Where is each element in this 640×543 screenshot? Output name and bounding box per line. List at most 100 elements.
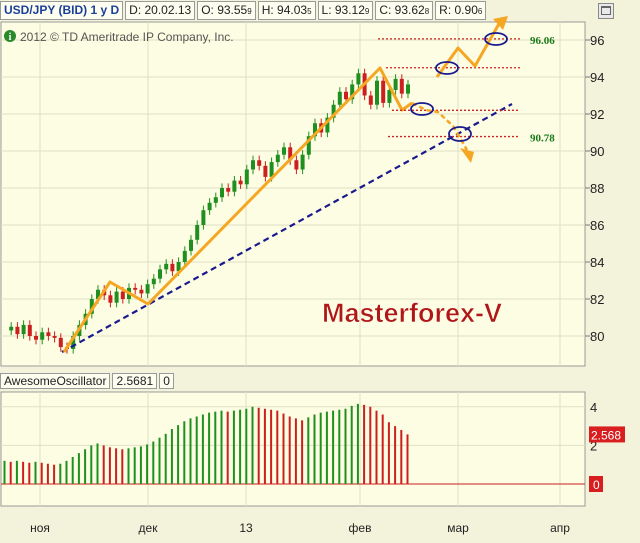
arrow-down-icon [460, 148, 474, 163]
x-tick-label: ноя [30, 521, 50, 535]
candle-body [226, 188, 231, 192]
candle-body [375, 80, 379, 105]
candle-body [27, 324, 32, 336]
candle-body [145, 284, 150, 294]
x-tick-label: апр [550, 521, 570, 535]
oscillator-value: 2.5681 [112, 373, 158, 389]
candle-body [263, 165, 268, 177]
y-tick-label: 94 [590, 70, 604, 85]
candle-body [294, 160, 299, 170]
candle-body [269, 162, 274, 177]
info-circle-icon [4, 30, 16, 42]
ellipse-marker [435, 61, 459, 75]
x-tick-label: мар [447, 521, 469, 535]
y-tick-label: 84 [590, 255, 604, 270]
candle-body [96, 289, 100, 299]
high-field: H: 94.035 [257, 1, 316, 20]
osc-tick-label: 4 [590, 400, 597, 415]
open-field: O: 93.559 [197, 1, 256, 20]
candle-body [170, 263, 175, 272]
candle-body [356, 73, 361, 85]
candle-body [108, 295, 113, 303]
y-tick-label: 96 [590, 33, 604, 48]
y-tick-label: 88 [590, 181, 604, 196]
candle-body [244, 169, 249, 185]
range-field: R: 0.906 [435, 1, 487, 20]
level-label: 90.78 [530, 133, 555, 145]
candle-body [232, 180, 237, 192]
osc-tick-label: 2 [590, 438, 597, 453]
candle-body [139, 289, 144, 294]
candle-body [288, 147, 293, 161]
candle-body [176, 262, 181, 272]
candle-body [89, 299, 94, 314]
candle-body [282, 147, 286, 155]
candle-body [251, 160, 255, 170]
candle-body [195, 225, 200, 240]
arrow-up-icon [493, 16, 508, 30]
candle-body [151, 278, 156, 285]
candle-body [158, 269, 162, 279]
candle-body [21, 324, 26, 335]
y-tick-label: 92 [590, 107, 604, 122]
watermark-text: Masterforex-V [322, 298, 502, 328]
candle-body [306, 136, 311, 155]
low-field: L: 93.129 [317, 1, 374, 20]
candle-body [300, 154, 305, 170]
quote-header: USD/JPY (BID) 1 y D D: 20.02.13 O: 93.55… [0, 1, 488, 20]
x-tick-label: 13 [239, 521, 253, 535]
candle-body [350, 84, 355, 100]
candle-body [213, 197, 218, 203]
candle-body [207, 202, 212, 211]
candle-body [164, 263, 169, 270]
oscillator-header: AwesomeOscillator 2.5681 0 [0, 373, 176, 389]
candle-body [399, 78, 404, 94]
candle-body [9, 326, 14, 331]
level-label: 96.06 [530, 35, 555, 47]
y-tick-label: 90 [590, 144, 604, 159]
candle-body [182, 250, 187, 262]
y-tick-label: 82 [590, 292, 604, 307]
candle-body [189, 239, 193, 251]
candle-body [368, 95, 373, 105]
symbol-label[interactable]: USD/JPY (BID) 1 y D [0, 1, 124, 20]
candle-body [15, 326, 20, 335]
candle-body [46, 332, 51, 336]
wave-path [62, 66, 413, 353]
x-tick-label: дек [139, 521, 159, 535]
oscillator-name[interactable]: AwesomeOscillator [0, 373, 111, 389]
candle-body [71, 336, 76, 349]
candle-body [220, 188, 224, 198]
candle-body [58, 337, 63, 348]
osc-last-label: 2.568 [591, 428, 621, 442]
osc-last-tag [589, 426, 625, 443]
candle-body [387, 89, 392, 103]
candle-body [257, 160, 262, 166]
candle-body [406, 84, 410, 94]
candle-body [120, 291, 125, 299]
candle-body [40, 332, 45, 340]
candle-body [52, 336, 57, 338]
candle-body [381, 80, 386, 103]
candle-body [393, 78, 398, 90]
candle-body [34, 336, 38, 340]
osc-zero-label: 0 [593, 478, 600, 492]
candle-body [344, 91, 348, 100]
candle-body [114, 291, 119, 303]
copyright-text: 2012 © TD Ameritrade IP Company, Inc. [20, 30, 234, 44]
candle-body [133, 287, 138, 290]
date-field: D: 20.02.13 [125, 1, 196, 20]
x-tick-label: фев [349, 521, 372, 535]
window-restore-icon[interactable] [598, 3, 614, 19]
ellipse-marker [448, 126, 472, 142]
candle-body [331, 104, 336, 118]
candle-body [201, 210, 206, 225]
trend-line [61, 103, 513, 353]
candle-body [238, 180, 243, 185]
oscillator-zero: 0 [159, 373, 174, 389]
candle-body [337, 91, 342, 105]
candle-body [325, 117, 330, 133]
y-tick-label: 86 [590, 218, 604, 233]
ellipse-marker [410, 102, 434, 116]
